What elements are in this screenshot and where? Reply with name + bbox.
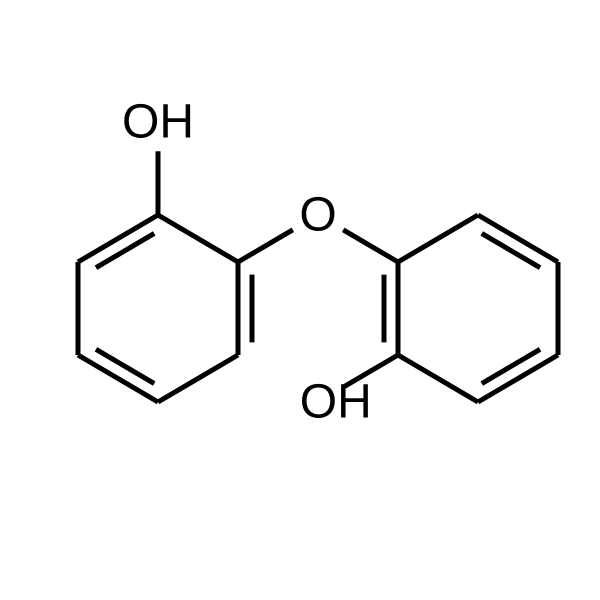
bond [482, 349, 540, 383]
bond [158, 355, 238, 402]
bond [238, 230, 293, 262]
atom-label-OH_right: OH [300, 376, 372, 429]
bond [398, 215, 478, 262]
atom-label-O_bridge: O [299, 189, 336, 242]
bond [96, 349, 154, 383]
bond [158, 215, 238, 262]
bond [398, 355, 478, 402]
atom-label-OH_left: OH [122, 96, 194, 149]
bond [96, 233, 154, 267]
bond [482, 233, 540, 267]
bond [343, 230, 398, 262]
molecule-diagram: O OH OH [0, 0, 600, 600]
